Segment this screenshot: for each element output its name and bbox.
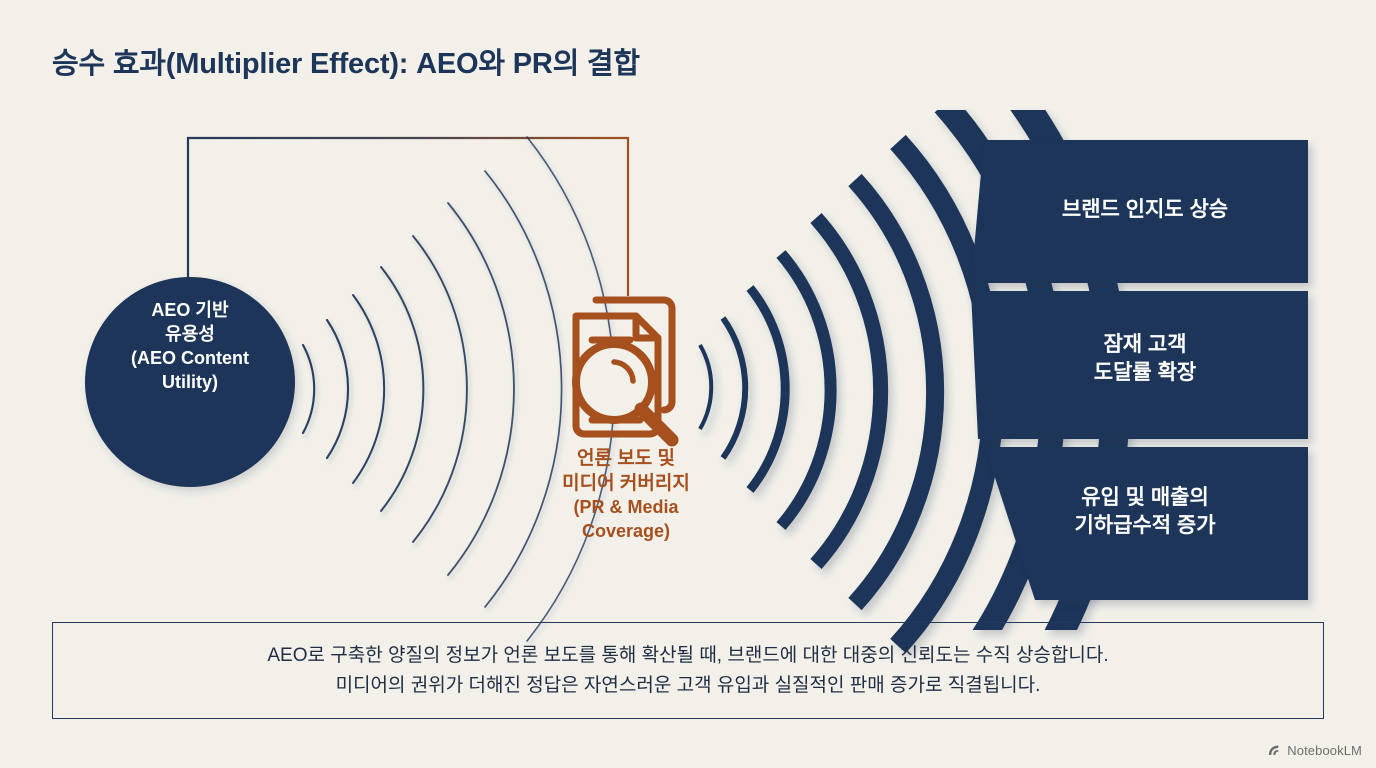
document-magnifier-icon: [572, 296, 679, 447]
footnote-line-2: 미디어의 권위가 더해진 정답은 자연스러운 고객 유입과 실질적인 판매 증가…: [335, 674, 1041, 696]
outcome-box-0: [971, 140, 1308, 283]
outcome-boxes: [971, 140, 1308, 600]
amplifier-line-2: 미디어 커버리지: [562, 472, 690, 494]
page-title: 승수 효과(Multiplier Effect): AEO와 PR의 결합: [52, 48, 640, 80]
outcome-label-0: 브랜드 인지도 상승: [980, 196, 1310, 224]
amplifier-line-4: Coverage): [581, 520, 671, 541]
outcome-2-line-2: 기하급수적 증가: [1074, 514, 1216, 538]
watermark-text: NotebookLM: [1287, 743, 1362, 758]
outcome-1-line-2: 도달률 확장: [1093, 361, 1197, 385]
connector-bracket: [186, 136, 630, 300]
footnote-box: AEO로 구축한 양질의 정보가 언론 보도를 통해 확산될 때, 브랜드에 대…: [52, 622, 1324, 719]
amplifier-line-3: (PR & Media: [573, 497, 679, 518]
outcome-0-line-1: 브랜드 인지도 상승: [1061, 198, 1229, 221]
notebooklm-watermark: NotebookLM: [1267, 743, 1362, 758]
outcome-2-line-1: 유입 및 매출의: [1081, 486, 1209, 509]
outcome-box-1: [971, 291, 1308, 439]
amplifier-line-1: 언론 보도 및: [577, 448, 675, 469]
outcome-box-2: [985, 447, 1308, 600]
source-circle: [85, 277, 295, 487]
amplifier-node-label: 언론 보도 및 미디어 커버리지 (PR & Media Coverage): [495, 447, 757, 543]
outcome-1-line-1: 잠재 고객: [1103, 333, 1187, 356]
outcome-label-1: 잠재 고객 도달률 확장: [980, 331, 1310, 388]
outcome-label-2: 유입 및 매출의 기하급수적 증가: [980, 484, 1310, 541]
input-wave-arcs: [301, 136, 615, 642]
footnote-line-1: AEO로 구축한 양질의 정보가 언론 보도를 통해 확산될 때, 브랜드에 대…: [267, 645, 1109, 667]
notebooklm-logo-icon: [1269, 745, 1279, 755]
